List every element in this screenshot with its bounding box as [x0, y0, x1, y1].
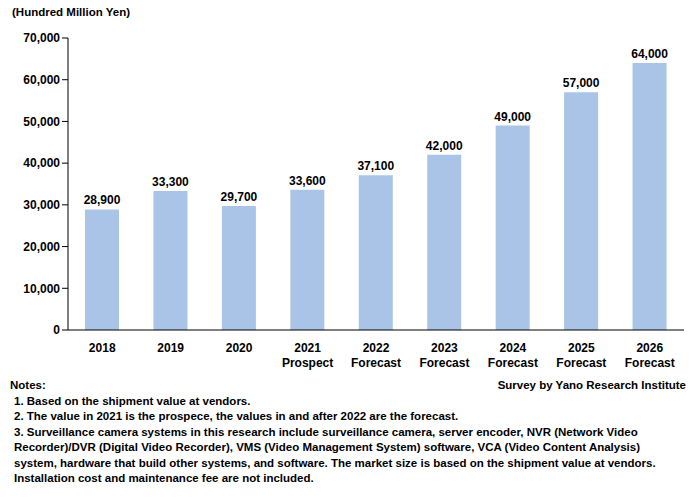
svg-text:60,000: 60,000: [23, 73, 60, 87]
svg-text:40,000: 40,000: [23, 156, 60, 170]
html-text:2. The value in 2021 is the pr: 2. The value in 2021 is the prospece, th…: [14, 410, 459, 422]
svg-text:28,900: 28,900: [84, 193, 121, 207]
svg-text:29,700: 29,700: [221, 190, 258, 204]
svg-text:37,100: 37,100: [357, 159, 394, 173]
svg-text:10,000: 10,000: [23, 282, 60, 296]
svg-text:20,000: 20,000: [23, 240, 60, 254]
html-text:Survey by Yano Research Instit: Survey by Yano Research Institute: [497, 379, 686, 391]
html-text:3. Surveillance camera systems: 3. Surveillance camera systems in this r…: [14, 425, 656, 484]
svg-text:2023Forecast: 2023Forecast: [419, 341, 469, 370]
svg-text:2018: 2018: [89, 341, 116, 355]
svg-text:49,000: 49,000: [494, 110, 531, 124]
svg-text:50,000: 50,000: [23, 115, 60, 129]
svg-text:2019: 2019: [157, 341, 184, 355]
svg-text:2025Forecast: 2025Forecast: [556, 341, 606, 370]
svg-text:2024Forecast: 2024Forecast: [488, 341, 538, 370]
svg-text:2021Prospect: 2021Prospect: [282, 341, 333, 370]
svg-text:33,600: 33,600: [289, 174, 326, 188]
svg-text:2022Forecast: 2022Forecast: [351, 341, 401, 370]
html-text:1. Based on the shipment value: 1. Based on the shipment value at vendor…: [14, 394, 251, 407]
svg-text:2020: 2020: [226, 341, 253, 355]
html-text:Notes:: Notes:: [10, 379, 46, 391]
svg-text:64,000: 64,000: [631, 47, 668, 61]
svg-text:70,000: 70,000: [23, 31, 60, 45]
svg-text:30,000: 30,000: [23, 198, 60, 212]
svg-text:2026Forecast: 2026Forecast: [625, 341, 675, 370]
svg-text:33,300: 33,300: [152, 175, 189, 189]
html-text:(Hundred Million Yen): (Hundred Million Yen): [12, 6, 130, 18]
svg-text:0: 0: [53, 323, 60, 337]
svg-text:57,000: 57,000: [563, 76, 600, 90]
svg-text:42,000: 42,000: [426, 139, 463, 153]
